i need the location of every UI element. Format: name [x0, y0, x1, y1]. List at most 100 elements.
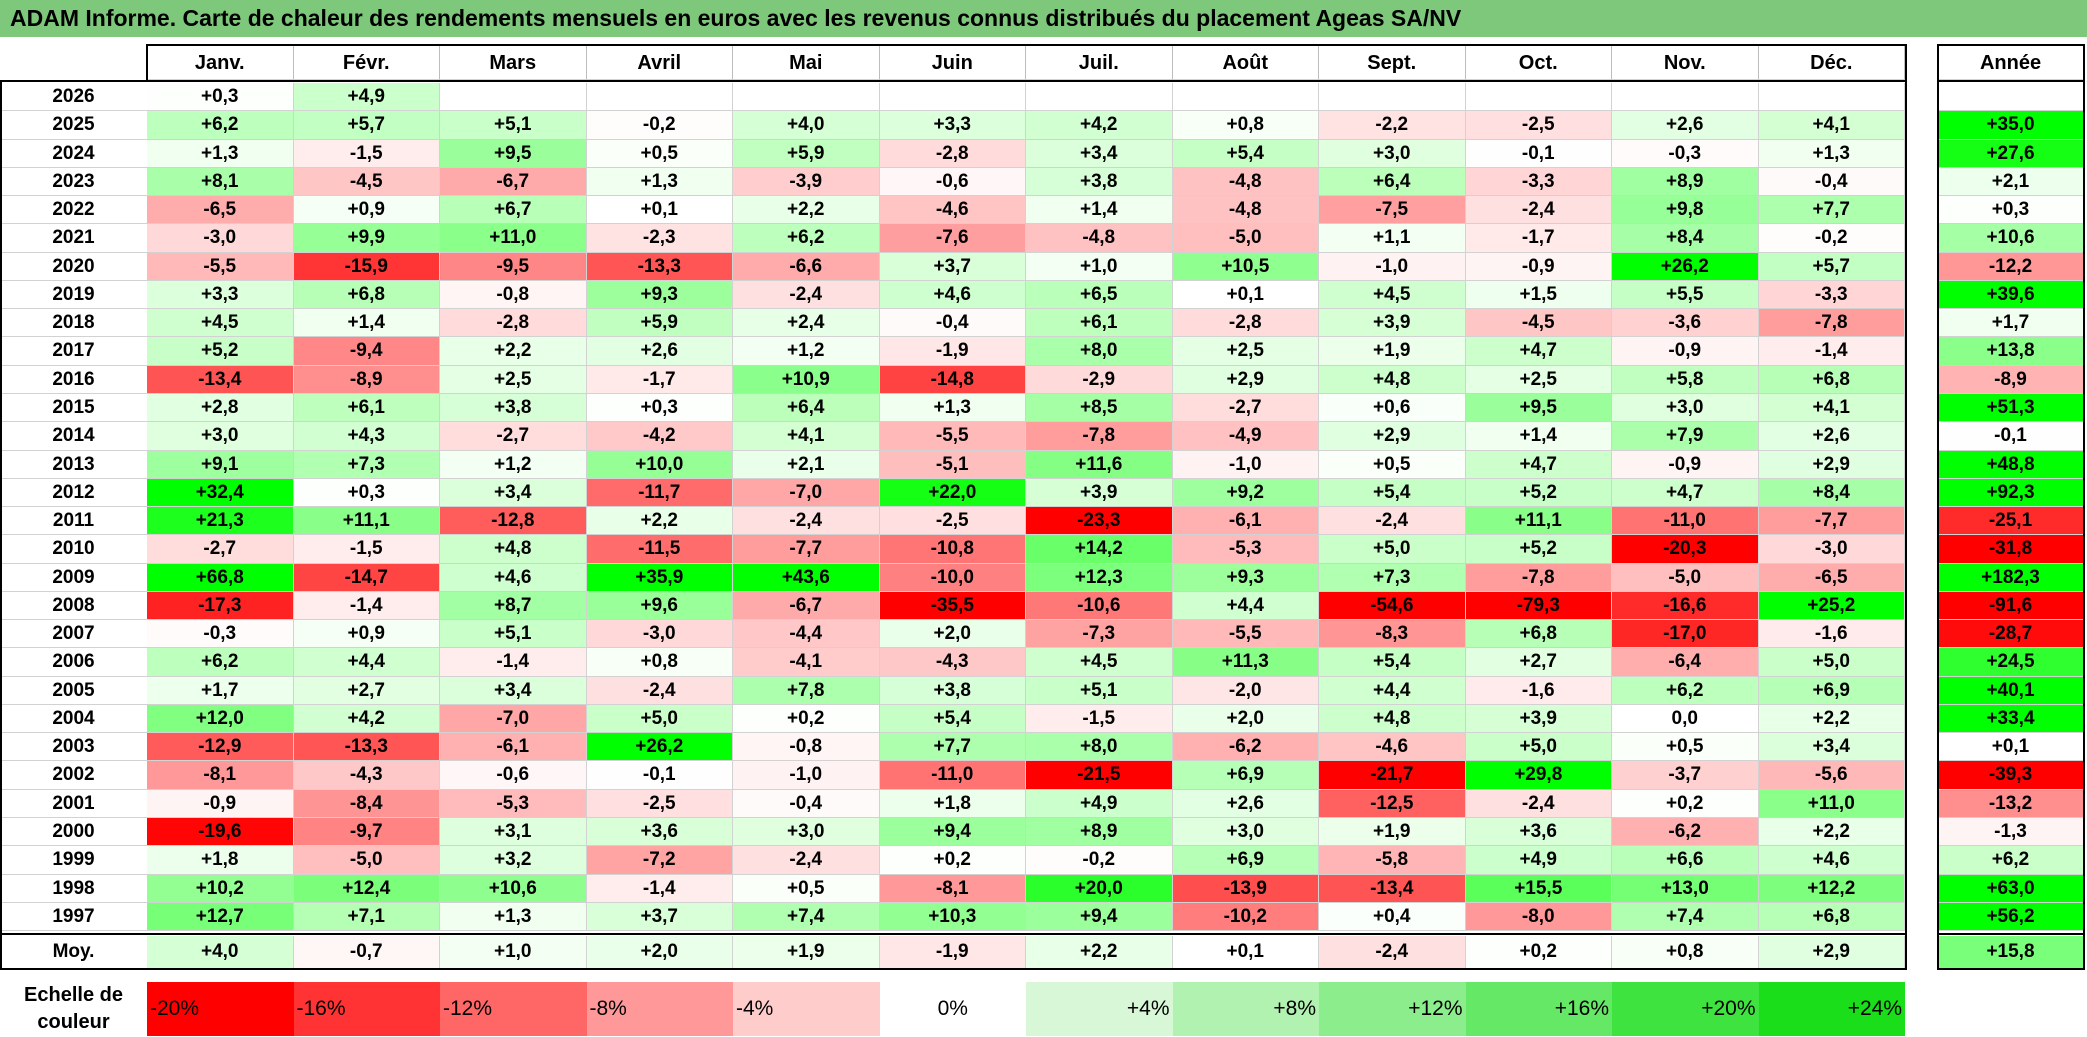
- heatmap-cell: -1,0: [733, 761, 880, 790]
- annual-cell: +182,3: [1938, 563, 2084, 592]
- heatmap-cell: -7,2: [586, 846, 733, 875]
- heatmap-cell: +4,1: [1758, 393, 1905, 423]
- annual-cell: -13,2: [1938, 789, 2084, 819]
- heatmap-cell: +2,0: [1172, 704, 1319, 734]
- heatmap-cell: +7,4: [1612, 902, 1759, 932]
- heatmap-cell: +5,9: [586, 309, 733, 338]
- heatmap-cell: +1,3: [1758, 139, 1905, 168]
- heatmap-cell: +10,3: [879, 902, 1026, 932]
- heatmap-cell: +6,4: [1319, 167, 1466, 197]
- heatmap-cell: +11,3: [1172, 648, 1319, 677]
- heatmap-cell: -14,8: [879, 365, 1026, 394]
- heatmap-cell: +6,4: [733, 393, 880, 423]
- heatmap-cell: -3,6: [1612, 309, 1759, 338]
- heatmap-cell: +4,9: [1465, 846, 1612, 875]
- heatmap-cell: -0,9: [1612, 337, 1759, 366]
- color-scale-swatch: -8%: [586, 982, 733, 1036]
- heatmap-cell: -1,4: [1758, 337, 1905, 366]
- annual-cell: -31,8: [1938, 535, 2084, 564]
- heatmap-cell: -2,0: [1172, 676, 1319, 705]
- heatmap-cell: +4,6: [1758, 846, 1905, 875]
- annual-cell: +0,1: [1938, 733, 2084, 762]
- annual-cell: +10,6: [1938, 224, 2084, 253]
- heatmap-cell: +1,3: [147, 139, 294, 168]
- heatmap-cell: -5,5: [879, 422, 1026, 451]
- heatmap-cell: +6,9: [1172, 761, 1319, 790]
- heatmap-cell: -7,0: [733, 478, 880, 508]
- heatmap-cell: +26,2: [586, 733, 733, 762]
- heatmap-cell: +9,6: [586, 591, 733, 621]
- heatmap-cell: -21,5: [1026, 761, 1173, 790]
- heatmap-cell: +26,2: [1612, 252, 1759, 281]
- heatmap-cell: +1,5: [1465, 280, 1612, 310]
- heatmap-cell: -6,7: [440, 167, 587, 197]
- heatmap-cell: -1,4: [293, 591, 440, 621]
- year-label: 2007: [0, 620, 147, 649]
- heatmap-cell: +3,3: [879, 111, 1026, 140]
- year-label: 2004: [0, 704, 147, 734]
- heatmap-cell: -13,4: [1319, 874, 1466, 903]
- heatmap-cell: -3,3: [1758, 280, 1905, 310]
- heatmap-cell: -4,8: [1172, 196, 1319, 225]
- heatmap-cell: -2,4: [733, 280, 880, 310]
- month-header: Avril: [586, 46, 733, 80]
- heatmap-cell: -35,5: [879, 591, 1026, 621]
- annual-cell: +48,8: [1938, 450, 2084, 479]
- heatmap-cell: +5,4: [1319, 478, 1466, 508]
- heatmap-cell: +3,4: [440, 676, 587, 705]
- heatmap-cell: +6,2: [733, 224, 880, 253]
- heatmap-cell: -13,9: [1172, 874, 1319, 903]
- heatmap-cell: -0,6: [440, 761, 587, 790]
- heatmap-cell: +1,3: [879, 393, 1026, 423]
- heatmap-cell: -8,4: [293, 789, 440, 819]
- heatmap-cell: -4,5: [1465, 309, 1612, 338]
- heatmap-cell: -1,9: [879, 337, 1026, 366]
- heatmap-cell: +10,2: [147, 874, 294, 903]
- heatmap-cell: +9,3: [586, 280, 733, 310]
- heatmap-cell: +3,1: [440, 818, 587, 847]
- heatmap-cell: -5,0: [1172, 224, 1319, 253]
- heatmap-cell: +5,4: [1319, 648, 1466, 677]
- heatmap-cell: +0,3: [147, 83, 294, 112]
- heatmap-cell: +0,3: [293, 478, 440, 508]
- heatmap-cell: +5,1: [440, 111, 587, 140]
- heatmap-cell: +3,0: [733, 818, 880, 847]
- color-scale-label-line1: Echelle de: [24, 984, 123, 1006]
- heatmap-cell: +2,7: [1465, 648, 1612, 677]
- heatmap-cell: -1,4: [586, 874, 733, 903]
- heatmap-cell: -17,0: [1612, 620, 1759, 649]
- heatmap-cell: -2,7: [147, 535, 294, 564]
- heatmap-cell: +5,8: [1612, 365, 1759, 394]
- average-cell: +0,1: [1172, 936, 1319, 968]
- heatmap-cell: +5,0: [1465, 733, 1612, 762]
- heatmap-cell: -4,6: [1319, 733, 1466, 762]
- average-cell: -2,4: [1319, 936, 1466, 968]
- heatmap-cell: -10,0: [879, 563, 1026, 592]
- heatmap-cell: -4,3: [293, 761, 440, 790]
- heatmap-cell: +0,8: [1172, 111, 1319, 140]
- heatmap-cell: -9,4: [293, 337, 440, 366]
- heatmap-cell: +1,7: [147, 676, 294, 705]
- color-scale-swatch: +12%: [1319, 982, 1466, 1036]
- heatmap-cell: [879, 83, 1026, 112]
- heatmap-cell: +2,2: [586, 507, 733, 536]
- heatmap-cell: +3,0: [1172, 818, 1319, 847]
- heatmap-cell: +66,8: [147, 563, 294, 592]
- month-header: Juil.: [1026, 46, 1173, 80]
- heatmap-cell: -7,0: [440, 704, 587, 734]
- month-header: Sept.: [1319, 46, 1466, 80]
- heatmap-cell: -0,4: [879, 309, 1026, 338]
- heatmap-cell: +10,9: [733, 365, 880, 394]
- heatmap-cell: -79,3: [1465, 591, 1612, 621]
- heatmap-cell: -6,5: [1758, 563, 1905, 592]
- heatmap-cell: +12,2: [1758, 874, 1905, 903]
- heatmap-cell: +0,8: [586, 648, 733, 677]
- heatmap-cell: -14,7: [293, 563, 440, 592]
- heatmap-cell: +2,2: [440, 337, 587, 366]
- heatmap-cell: +6,8: [293, 280, 440, 310]
- heatmap-cell: +4,5: [147, 309, 294, 338]
- heatmap-cell: -6,1: [1172, 507, 1319, 536]
- heatmap-cell: -1,6: [1465, 676, 1612, 705]
- heatmap-cell: +7,3: [1319, 563, 1466, 592]
- heatmap-cell: -0,1: [586, 761, 733, 790]
